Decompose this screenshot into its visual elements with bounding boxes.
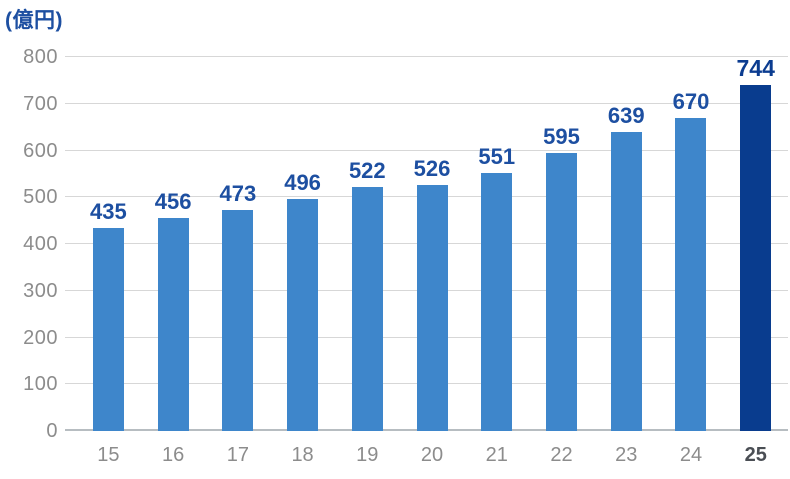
x-tick-label: 20 — [420, 444, 444, 466]
bar — [675, 117, 707, 431]
bar-slot: 744 — [723, 57, 788, 431]
bar-value-label: 670 — [672, 88, 710, 114]
y-tick-label: 100 — [23, 373, 58, 396]
plot-area: 435 456 473 496 522 526 551 595 639 670 744 — [65, 56, 788, 431]
x-axis: 15 16 17 18 19 20 21 22 23 24 25 — [76, 431, 788, 473]
bar — [92, 227, 124, 431]
x-tick-label: 16 — [161, 444, 185, 466]
y-axis: 0 100 200 300 400 500 600 700 800 — [0, 47, 58, 441]
bar-slot: 526 — [400, 57, 465, 431]
bar-value-label: 639 — [607, 103, 645, 129]
x-tick-label: 22 — [550, 444, 573, 466]
bar — [287, 199, 319, 431]
bar — [546, 152, 577, 431]
y-tick-label: 500 — [23, 186, 58, 209]
bar — [351, 186, 383, 431]
unit-label: (億円) — [5, 9, 63, 32]
y-tick-label: 0 — [46, 420, 58, 442]
y-tick-label: 600 — [23, 139, 58, 162]
y-tick-label: 200 — [23, 326, 58, 349]
bar — [740, 85, 772, 431]
bar-value-label: 473 — [219, 180, 257, 206]
bar — [416, 185, 448, 431]
bar-slot: 522 — [335, 57, 400, 431]
bar-value-label: 595 — [543, 123, 580, 149]
bar-slot: 473 — [205, 57, 270, 431]
bar-value-label: 522 — [348, 157, 386, 183]
x-tick-label: 15 — [97, 444, 120, 466]
x-tick-label: 23 — [615, 444, 638, 466]
bar-slot: 456 — [141, 57, 206, 431]
y-tick-label: 800 — [23, 46, 58, 68]
bar — [222, 209, 254, 431]
x-tick-label: 18 — [291, 444, 314, 466]
y-tick-label: 400 — [23, 233, 58, 255]
bar-value-label: 744 — [736, 55, 775, 81]
bar-value-label: 551 — [478, 144, 516, 170]
bars: 435 456 473 496 522 526 551 595 639 670 744 — [76, 57, 788, 431]
bar-value-label: 456 — [154, 188, 192, 214]
bar-value-label: 496 — [284, 170, 321, 196]
x-tick-label: 24 — [679, 444, 703, 466]
gridline — [65, 149, 788, 151]
y-tick-label: 700 — [23, 92, 58, 115]
x-tick-label: 21 — [485, 444, 508, 466]
x-tick-label: 19 — [356, 444, 379, 466]
y-tick-label: 300 — [23, 279, 58, 302]
gridline — [65, 102, 788, 104]
bar — [157, 217, 189, 431]
bar-slot: 639 — [594, 57, 659, 431]
bar-value-label: 435 — [90, 198, 127, 224]
x-tick-label: 25 — [744, 444, 767, 466]
bar-value-label: 526 — [413, 156, 451, 182]
bar-slot: 595 — [529, 57, 594, 431]
bar — [610, 132, 642, 431]
bar — [481, 173, 513, 431]
bar-slot: 496 — [270, 57, 335, 431]
bar-slot: 435 — [76, 57, 141, 431]
gridline — [65, 56, 788, 57]
x-tick-label: 17 — [226, 444, 249, 466]
bar-slot: 551 — [464, 57, 529, 431]
bar-slot: 670 — [659, 57, 724, 431]
